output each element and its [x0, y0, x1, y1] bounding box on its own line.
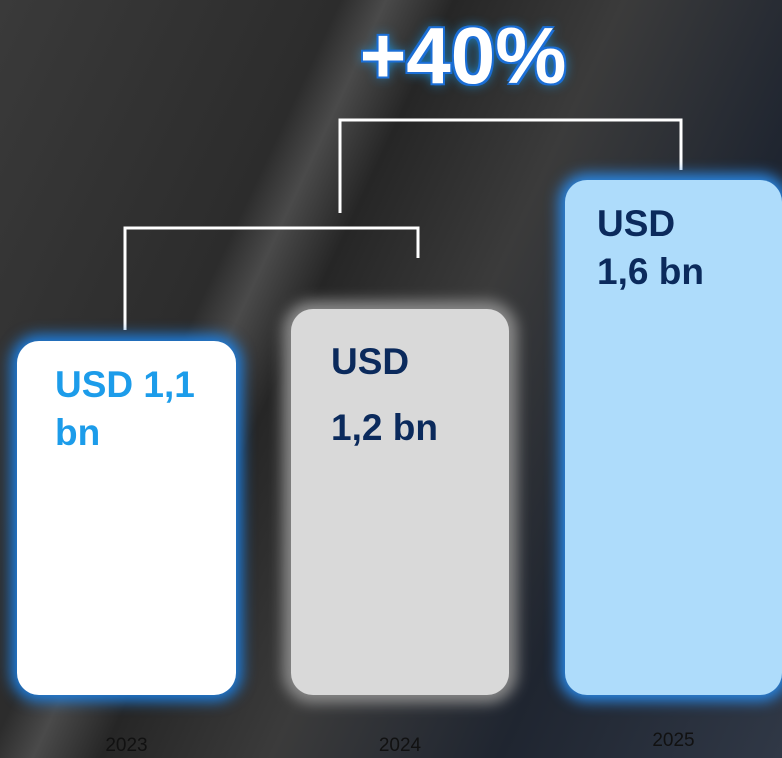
- value-label: USD 1,1 bn: [55, 363, 195, 454]
- value-label: USD 1,6 bn: [597, 203, 704, 293]
- bracket: [123, 226, 420, 330]
- x-tick-label: 2023: [105, 735, 148, 756]
- value-label: USD 1,2 bn: [331, 340, 438, 449]
- x-tick-label: 2024: [378, 735, 422, 756]
- bar: [17, 340, 236, 695]
- growth-annotation: +40%: [359, 11, 567, 100]
- bracket: [338, 118, 683, 213]
- bar: [565, 180, 782, 695]
- bar: [291, 308, 509, 695]
- x-tick-label: 2025: [652, 730, 695, 751]
